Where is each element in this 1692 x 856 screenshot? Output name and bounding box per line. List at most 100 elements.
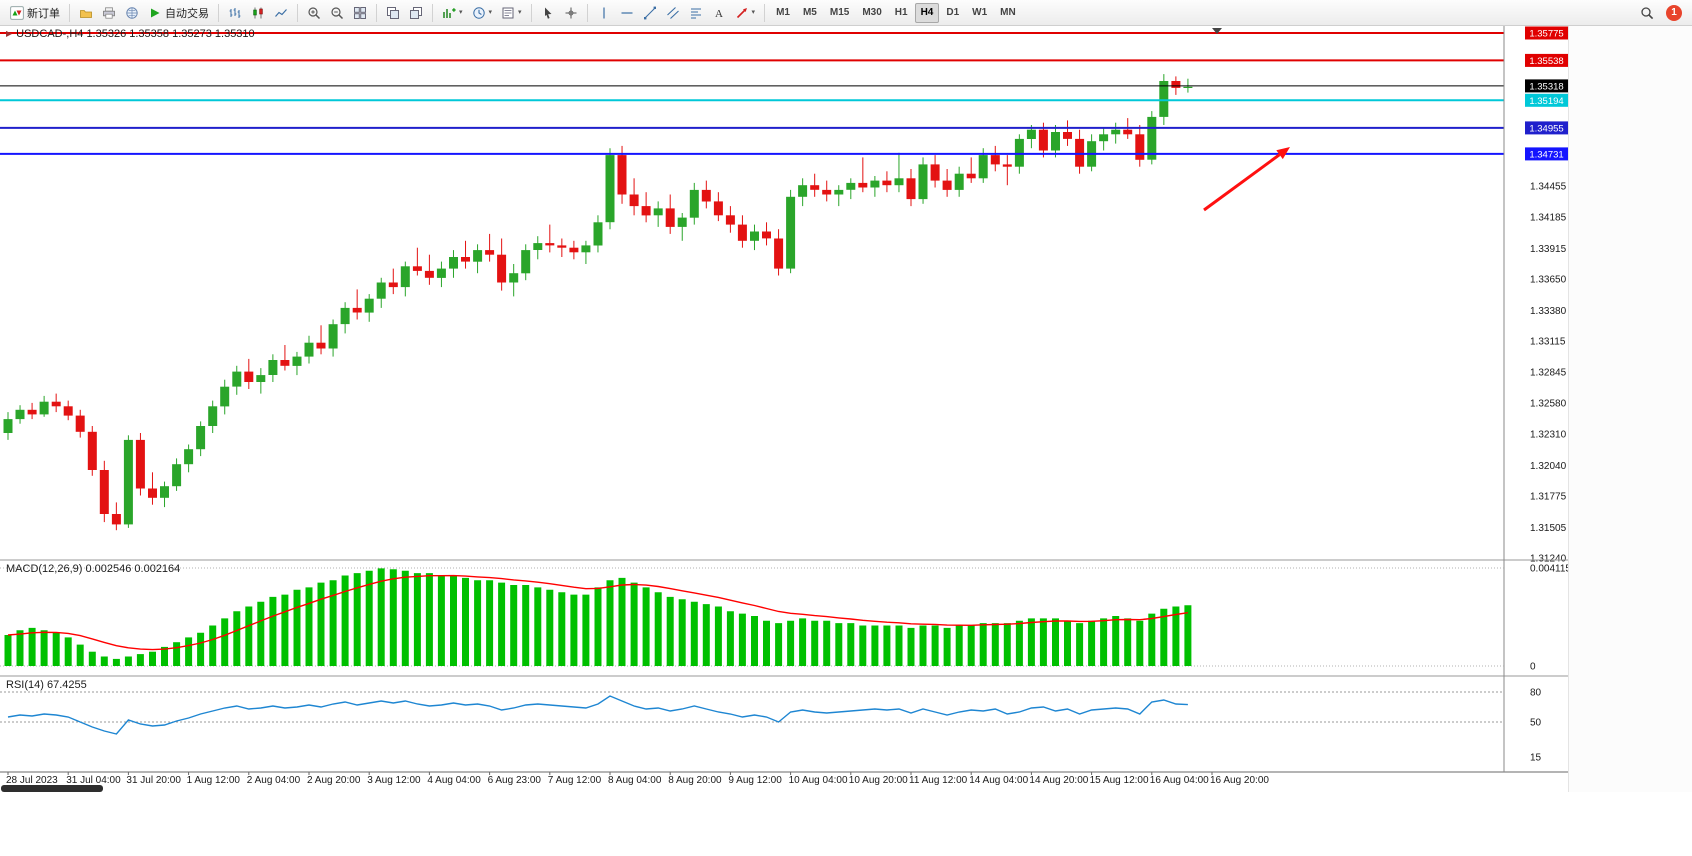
tile-windows-button[interactable]	[349, 2, 371, 24]
candle-body	[677, 217, 687, 227]
annotation-arrow-line	[1203, 153, 1281, 212]
candle-body	[280, 360, 290, 366]
candle-body	[75, 415, 85, 432]
candle-body	[810, 185, 820, 190]
price-level-tag	[1525, 79, 1568, 93]
macd-signal-line	[7, 574, 1189, 651]
templates-button[interactable]: ▾	[497, 2, 526, 24]
price-axis-label: 1.34185	[1530, 213, 1567, 224]
arrange-windows-button[interactable]	[382, 2, 404, 24]
price-axis-label: 1.33650	[1530, 275, 1567, 286]
price-axis-label: 1.34455	[1530, 181, 1567, 192]
candle-body	[665, 208, 675, 227]
candle-body	[930, 164, 940, 181]
time-axis-label: 16 Aug 20:00	[1210, 775, 1269, 786]
text-tool-icon: A	[715, 8, 723, 20]
candle-body	[954, 173, 964, 190]
print-button[interactable]	[98, 2, 120, 24]
candle-body	[449, 257, 458, 269]
bar-chart-button[interactable]	[224, 2, 246, 24]
candle-body	[340, 307, 350, 325]
printer-icon	[103, 6, 115, 19]
candle-body	[27, 409, 37, 415]
candle-body	[906, 178, 916, 200]
globe-icon	[126, 6, 138, 19]
candlestick-chart-button[interactable]	[247, 2, 269, 24]
candle-body	[509, 273, 519, 283]
new-order-button[interactable]: 新订单	[6, 2, 64, 24]
cascade-windows-button[interactable]	[405, 2, 427, 24]
candle-body	[15, 409, 25, 420]
chart-canvas[interactable]: 1.35775 1.35538 1.35318 1.35194 1.34955 1.347…	[0, 26, 1568, 792]
timeframe-m1-button[interactable]: M1	[770, 3, 796, 23]
cursor-button[interactable]	[537, 2, 559, 24]
candle-body	[786, 196, 796, 269]
candle-body	[1159, 81, 1169, 117]
community-button[interactable]	[121, 2, 143, 24]
rsi-axis-label: 80	[1530, 688, 1542, 699]
zoom-in-icon	[308, 6, 321, 19]
candle-body	[713, 201, 723, 216]
candle-body	[424, 270, 434, 278]
candle-body	[641, 206, 651, 216]
timeframe-d1-button[interactable]: D1	[940, 3, 965, 23]
zoom-out-button[interactable]	[326, 2, 348, 24]
candle-body	[123, 439, 133, 525]
candle-body	[617, 155, 627, 195]
vertical-line-button[interactable]	[593, 2, 615, 24]
notifications-badge[interactable]: 1	[1666, 4, 1682, 21]
text-button[interactable]: A	[708, 2, 730, 24]
candle-body	[1026, 129, 1036, 139]
time-axis-label: 14 Aug 04:00	[969, 775, 1028, 786]
time-axis-label: 2 Aug 04:00	[247, 775, 301, 786]
candle-body	[39, 401, 49, 415]
candle-body	[1135, 134, 1145, 160]
candle-body	[737, 224, 747, 241]
candle-body	[882, 180, 892, 186]
fibonacci-button[interactable]	[685, 2, 707, 24]
timeframe-m5-button[interactable]: M5	[797, 3, 823, 23]
timeframe-h4-button[interactable]: H4	[914, 2, 940, 23]
one-click-trading-icon[interactable]: ▶	[6, 29, 13, 38]
candle-body	[689, 189, 699, 218]
crosshair-button[interactable]	[560, 2, 582, 24]
profiles-button[interactable]	[75, 2, 97, 24]
rsi-indicator-title: RSI(14) 67.4255	[6, 679, 87, 691]
annotation-arrow-head	[1276, 147, 1290, 160]
zoom-in-button[interactable]	[303, 2, 325, 24]
timeframe-m30-button[interactable]: M30	[856, 3, 887, 23]
channel-button[interactable]	[662, 2, 684, 24]
time-axis-label: 9 Aug 12:00	[728, 775, 782, 786]
candle-body	[497, 254, 507, 283]
periods-button[interactable]: ▾	[468, 2, 497, 24]
indicators-button[interactable]: ▾	[438, 2, 467, 24]
timeframe-h1-button[interactable]: H1	[889, 3, 914, 23]
candle-body	[545, 243, 555, 246]
horizontal-line-button[interactable]	[616, 2, 638, 24]
time-axis-label: 10 Aug 04:00	[789, 775, 848, 786]
candle-body	[593, 222, 603, 246]
candle-body	[846, 182, 856, 190]
timeframe-m15-button[interactable]: M15	[824, 3, 855, 23]
trendline-button[interactable]	[639, 2, 661, 24]
timeframe-mn-button[interactable]: MN	[994, 3, 1022, 23]
time-axis-label: 8 Aug 04:00	[608, 775, 662, 786]
auto-trading-button[interactable]: 自动交易	[144, 2, 213, 24]
candle-body	[352, 307, 362, 313]
candle-body	[894, 178, 904, 186]
arrow-tool-button[interactable]: ▾	[731, 2, 760, 24]
candle-body	[1014, 138, 1024, 167]
candle-body	[521, 250, 531, 274]
horizontal-scrollbar-thumb[interactable]	[1, 785, 103, 792]
candle-body	[978, 155, 988, 179]
toolbar-separator	[530, 3, 532, 22]
search-icon	[1641, 6, 1654, 19]
search-button[interactable]	[1636, 2, 1658, 24]
candle-body	[1063, 132, 1072, 139]
price-level-tag-label: 1.34955	[1529, 123, 1563, 134]
line-chart-button[interactable]	[270, 2, 292, 24]
candle-body	[364, 298, 374, 313]
arrow-tool-icon	[736, 7, 747, 18]
candle-body	[3, 419, 13, 433]
timeframe-w1-button[interactable]: W1	[966, 3, 993, 23]
